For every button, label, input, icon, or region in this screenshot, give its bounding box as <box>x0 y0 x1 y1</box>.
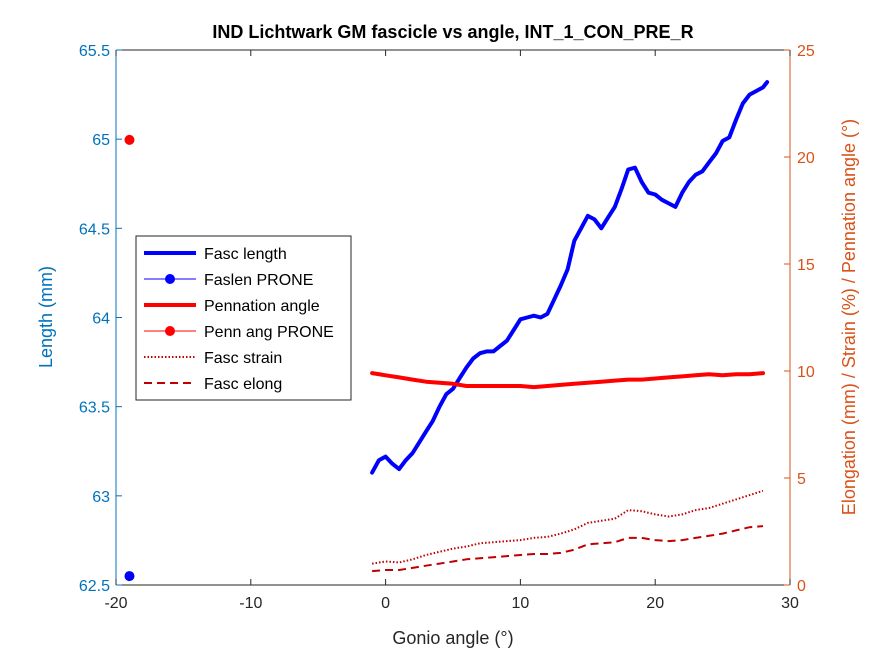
y-left-tick-label: 65 <box>92 132 110 149</box>
series-fasc-strain <box>371 489 764 565</box>
x-tick-label: -10 <box>239 595 262 612</box>
legend-box <box>135 235 352 401</box>
legend-label: Pennation angle <box>204 298 320 315</box>
legend-label: Fasc strain <box>204 350 282 367</box>
legend-item-fasc-strain: Fasc strain <box>144 350 282 367</box>
legend-item-fasc-length: Fasc length <box>144 246 287 263</box>
y-axis-right-label: Elongation (mm) / Strain (%) / Pennation… <box>839 119 859 515</box>
y-left-tick-label: 63 <box>92 489 110 506</box>
series-line <box>370 371 765 390</box>
series-line <box>370 80 770 475</box>
legend-item-pennation-angle: Pennation angle <box>144 298 320 315</box>
legend-marker <box>165 274 175 284</box>
legend-item-fasc-elong: Fasc elong <box>144 376 282 393</box>
x-tick-label: 30 <box>781 595 799 612</box>
x-axis-label: Gonio angle (°) <box>392 628 513 648</box>
series-line <box>372 525 764 573</box>
y-axis-left-label: Length (mm) <box>36 266 56 368</box>
y-left-tick-label: 64 <box>92 311 110 328</box>
x-tick-label: 0 <box>381 595 390 612</box>
data-point <box>124 134 135 145</box>
x-tick-label: -20 <box>104 595 127 612</box>
series-pennation-angle <box>370 371 765 390</box>
y-right-tick-label: 20 <box>797 150 815 167</box>
x-tick-label: 10 <box>512 595 530 612</box>
y-right-tick-label: 10 <box>797 364 815 381</box>
data-point <box>124 571 135 582</box>
legend-label: Penn ang PRONE <box>204 324 334 341</box>
axes: -20 -10 0 10 20 30 62.5 63 63.5 64 64.5 65 65.5 0 5 10 1… <box>79 43 815 612</box>
series-layer <box>124 80 770 582</box>
chart-title: IND Lichtwark GM fascicle vs angle, INT_… <box>212 22 693 42</box>
y-left-tick-label: 64.5 <box>79 221 110 238</box>
y-right-tick-label: 25 <box>797 43 815 60</box>
legend: Fasc length Faslen PRONE Pennation angle Pe… <box>135 235 352 401</box>
y-left-tick-label: 63.5 <box>79 400 110 417</box>
legend-label: Fasc length <box>204 246 287 263</box>
legend-label: Fasc elong <box>204 376 282 393</box>
legend-item-faslen-prone: Faslen PRONE <box>144 272 313 289</box>
legend-marker <box>165 326 175 336</box>
legend-item-penn-ang-prone: Penn ang PRONE <box>144 324 334 341</box>
y-right-tick-label: 5 <box>797 471 806 488</box>
y-right-tick-label: 15 <box>797 257 815 274</box>
series-faslen-prone <box>124 571 135 582</box>
y-right-tick-label: 0 <box>797 578 806 595</box>
series-fasc-length <box>370 80 770 475</box>
y-left-tick-label: 65.5 <box>79 43 110 60</box>
series-line <box>371 489 764 565</box>
x-tick-label: 20 <box>646 595 664 612</box>
series-fasc-elong <box>372 525 764 573</box>
legend-label: Faslen PRONE <box>204 272 313 289</box>
series-penn-ang-prone <box>124 134 135 145</box>
y-left-tick-label: 62.5 <box>79 578 110 595</box>
